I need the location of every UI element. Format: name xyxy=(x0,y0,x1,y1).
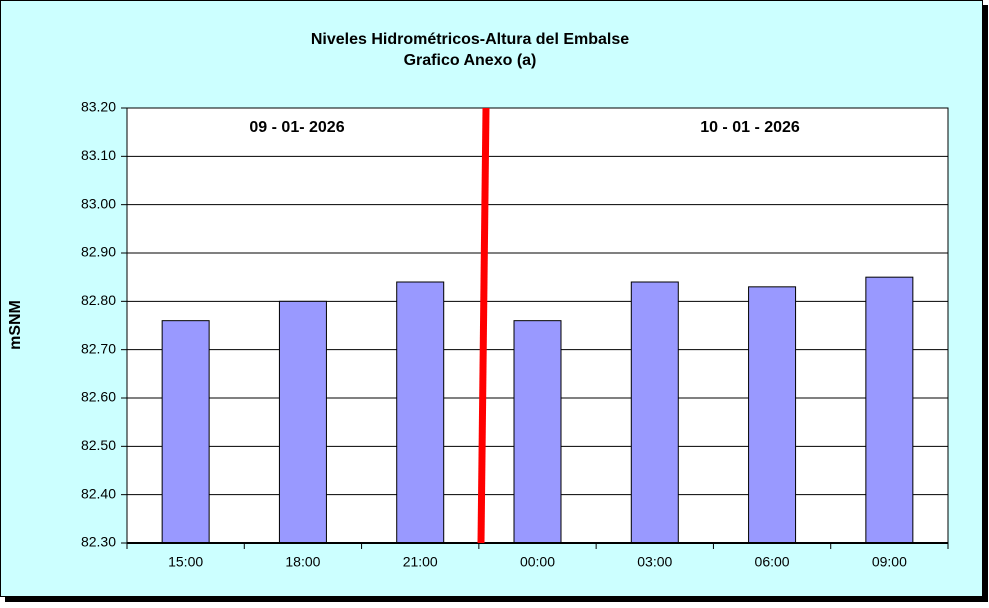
date-divider xyxy=(477,107,490,544)
y-tick-label: 82.40 xyxy=(81,485,116,501)
y-tick-label: 82.90 xyxy=(81,244,116,260)
bar xyxy=(865,276,914,544)
x-tick-label: 06:00 xyxy=(755,554,790,570)
bar xyxy=(278,300,327,544)
x-tick-label: 03:00 xyxy=(637,554,672,570)
bar xyxy=(396,281,445,544)
x-tick-label: 18:00 xyxy=(285,554,320,570)
y-tick-label: 82.80 xyxy=(81,292,116,308)
bar xyxy=(513,320,562,544)
y-tick-label: 83.20 xyxy=(81,99,116,115)
y-tick-label: 82.50 xyxy=(81,437,116,453)
x-tick-label: 15:00 xyxy=(168,554,203,570)
bar xyxy=(161,320,210,544)
annotation: 09 - 01- 2026 xyxy=(249,119,344,136)
annotation: 10 - 01 - 2026 xyxy=(700,119,800,136)
x-tick-label: 00:00 xyxy=(520,554,555,570)
y-tick-label: 83.10 xyxy=(81,147,116,163)
bar xyxy=(630,281,679,544)
y-axis-label: mSNM xyxy=(7,300,24,350)
chart-subtitle: Grafico Anexo (a) xyxy=(404,52,537,69)
y-tick-label: 82.70 xyxy=(81,340,116,356)
x-tick-label: 21:00 xyxy=(403,554,438,570)
bar xyxy=(748,286,797,544)
y-tick-label: 83.00 xyxy=(81,195,116,211)
y-tick-label: 82.60 xyxy=(81,389,116,405)
y-tick-label: 82.30 xyxy=(81,534,116,550)
x-tick-label: 09:00 xyxy=(872,554,907,570)
chart-title: Niveles Hidrométricos-Altura del Embalse xyxy=(311,31,629,48)
